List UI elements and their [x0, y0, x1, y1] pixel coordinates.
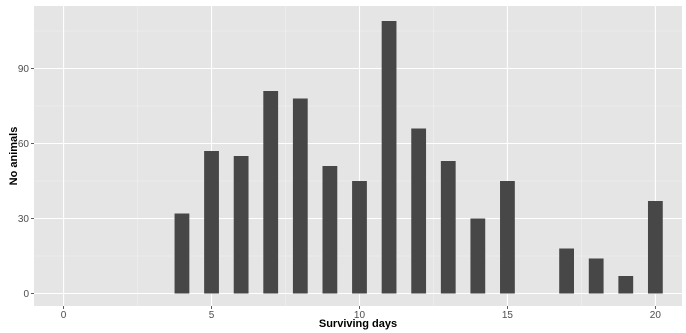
- grid-minor: [34, 6, 682, 306]
- x-tick-label: 0: [61, 310, 67, 321]
- y-axis-title: No animals: [8, 127, 20, 186]
- bars: [174, 21, 663, 294]
- bar: [381, 21, 397, 294]
- x-axis-title: Surviving days: [319, 318, 397, 330]
- bar: [204, 151, 219, 294]
- y-tick-label: 0: [23, 289, 29, 300]
- bar: [263, 91, 279, 294]
- bar: [647, 201, 663, 294]
- x-tick-label: 5: [209, 310, 215, 321]
- bar: [470, 218, 486, 294]
- bar: [588, 258, 604, 294]
- bar: [618, 276, 634, 294]
- y-tick-label: 60: [18, 139, 30, 150]
- x-axis: 0 5 10 15 20: [61, 306, 662, 321]
- bar: [411, 128, 427, 294]
- bar: [500, 181, 515, 294]
- y-axis: 0 30 60 90: [18, 64, 34, 300]
- bar: [292, 98, 308, 294]
- x-tick-label: 15: [502, 310, 514, 321]
- bar: [559, 248, 574, 294]
- bar: [233, 156, 249, 294]
- bar: [440, 161, 456, 294]
- x-tick-label: 20: [650, 310, 662, 321]
- grid-major: [34, 6, 682, 306]
- x-tick-label: 10: [354, 310, 366, 321]
- bar: [174, 213, 190, 294]
- y-tick-label: 90: [18, 64, 30, 75]
- bar: [352, 181, 367, 294]
- bar: [322, 166, 338, 294]
- y-tick-label: 30: [18, 214, 30, 225]
